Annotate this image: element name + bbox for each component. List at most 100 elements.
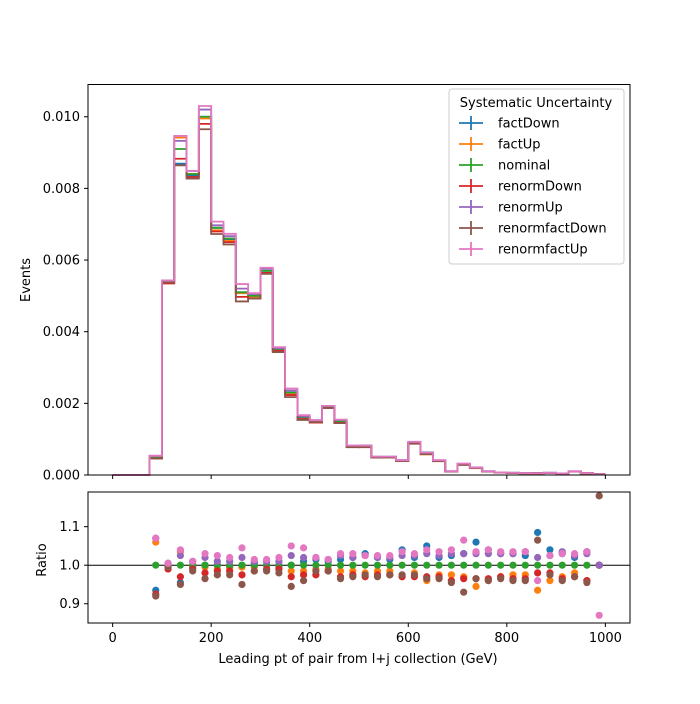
x-tick-label: 0 (108, 631, 116, 646)
legend-label-renormfactUp: renormfactUp (498, 243, 588, 258)
ratio-point-nominal (299, 561, 308, 569)
ratio-point-renormfactUp (595, 611, 603, 619)
ratio-point-factDown (534, 528, 542, 537)
ratio-point-renormfactUp (583, 548, 591, 556)
bottom-y-tick-label: 0.9 (59, 597, 80, 612)
ratio-point-renormfactUp (410, 550, 419, 558)
ratio-point-nominal (558, 561, 566, 569)
ratio-point-renormfactDown (423, 575, 431, 583)
ratio-point-renormfactUp (226, 553, 234, 562)
ratio-point-renormfactDown (595, 492, 603, 500)
x-tick-label: 600 (396, 631, 421, 646)
ratio-point-factDown (546, 546, 554, 554)
ratio-point-renormDown (238, 571, 246, 579)
ratio-point-renormfactDown (558, 577, 566, 585)
legend-title: Systematic Uncertainty (460, 96, 613, 111)
legend: Systematic Uncertainty factDown factUp nom… (448, 88, 625, 265)
x-tick-label: 1000 (589, 631, 622, 646)
ratio-point-renormfactUp (361, 551, 369, 560)
ratio-point-factUp (472, 582, 480, 591)
bottom-y-tick-label: 1.1 (59, 520, 80, 535)
x-tick-label: 200 (199, 631, 224, 646)
ratio-point-renormfactDown (299, 577, 308, 585)
ratio-point-nominal (484, 561, 492, 569)
legend-label-nominal: nominal (498, 159, 550, 174)
legend-label-factDown: factDown (498, 117, 560, 132)
top-y-tick-label: 0.002 (43, 397, 80, 412)
ratio-point-renormfactUp (435, 548, 443, 556)
ratio-point-renormfactDown (213, 571, 221, 579)
ratio-point-nominal (386, 561, 394, 569)
legend-label-renormUp: renormUp (498, 201, 563, 216)
ratio-point-renormUp (534, 553, 542, 562)
top-panel-frame (87, 84, 631, 476)
ratio-point-renormfactDown (546, 571, 554, 579)
ratio-point-renormfactUp (509, 548, 517, 556)
ratio-point-renormfactDown (509, 577, 517, 585)
top-y-tick-label: 0.010 (43, 110, 80, 125)
ratio-point-nominal (373, 561, 382, 569)
ratio-point-renormUp (287, 551, 295, 560)
ratio-point-nominal (534, 561, 542, 569)
ratio-point-renormfactDown (373, 573, 382, 581)
x-tick-label: 400 (297, 631, 322, 646)
ratio-point-nominal (324, 561, 332, 569)
ratio-point-renormfactUp (521, 548, 529, 556)
ratio-point-renormfactUp (152, 534, 160, 542)
ratio-point-nominal (238, 561, 246, 569)
ratio-point-factUp (287, 567, 295, 575)
ratio-point-renormfactUp (213, 551, 221, 560)
ratio-point-renormfactUp (460, 536, 468, 544)
ratio-point-renormfactDown (447, 578, 455, 587)
ratio-point-factDown (472, 538, 480, 546)
ratio-point-nominal (447, 561, 455, 569)
ratio-point-nominal (423, 561, 431, 569)
ratio-point-renormfactUp (534, 577, 542, 585)
ratio-point-renormfactUp (386, 551, 394, 560)
ratio-point-renormfactUp (570, 550, 579, 558)
ratio-point-nominal (546, 561, 554, 569)
top-y-tick-label: 0.000 (43, 469, 80, 484)
ratio-point-renormfactDown (349, 573, 357, 581)
ratio-point-renormfactDown (324, 567, 332, 575)
ratio-point-renormfactDown (583, 578, 591, 587)
ratio-point-renormfactUp (423, 546, 431, 554)
ratio-point-factUp (336, 567, 345, 575)
ratio-point-renormfactUp (189, 557, 197, 565)
x-axis-label: Leading pt of pair from l+j collection (… (218, 652, 497, 667)
ratio-point-renormfactUp (176, 546, 184, 554)
axes-group: 0 200 400 600 800 1000 0.000 0.002 0.004 0.006 0.0… (43, 110, 622, 646)
ratio-point-nominal (497, 561, 505, 569)
ratio-point-renormUp (460, 550, 468, 558)
ratio-point-renormfactUp (299, 544, 308, 552)
ratio-point-renormDown (176, 573, 184, 581)
legend-label-renormDown: renormDown (498, 180, 582, 195)
top-y-axis-label: Events (19, 258, 34, 302)
ratio-point-nominal (201, 561, 209, 569)
ratio-point-renormfactDown (250, 567, 258, 575)
ratio-point-renormDown (287, 573, 295, 581)
ratio-point-renormfactUp (558, 550, 566, 558)
ratio-point-renormfactDown (497, 575, 505, 583)
ratio-point-renormfactDown (534, 536, 542, 544)
ratio-point-renormfactUp (447, 546, 455, 554)
ratio-point-renormUp (595, 561, 603, 569)
ratio-point-factUp (546, 577, 554, 585)
ratio-point-renormfactUp (497, 548, 505, 556)
ratio-point-renormfactDown (398, 571, 406, 579)
ratio-point-renormUp (238, 553, 246, 562)
ratio-point-renormfactDown (410, 571, 419, 579)
ratio-point-renormfactUp (398, 548, 406, 556)
bottom-y-axis-label: Ratio (35, 543, 50, 576)
ratio-point-renormfactUp (275, 553, 283, 562)
legend-label-renormfactDown: renormfactDown (498, 222, 607, 237)
ratio-point-renormfactDown (521, 577, 529, 585)
ratio-point-renormfactUp (263, 555, 271, 564)
ratio-point-nominal (287, 561, 295, 569)
legend-box (448, 88, 625, 265)
ratio-point-nominal (336, 561, 345, 569)
ratio-point-nominal (570, 561, 579, 569)
ratio-point-factUp (447, 571, 455, 579)
